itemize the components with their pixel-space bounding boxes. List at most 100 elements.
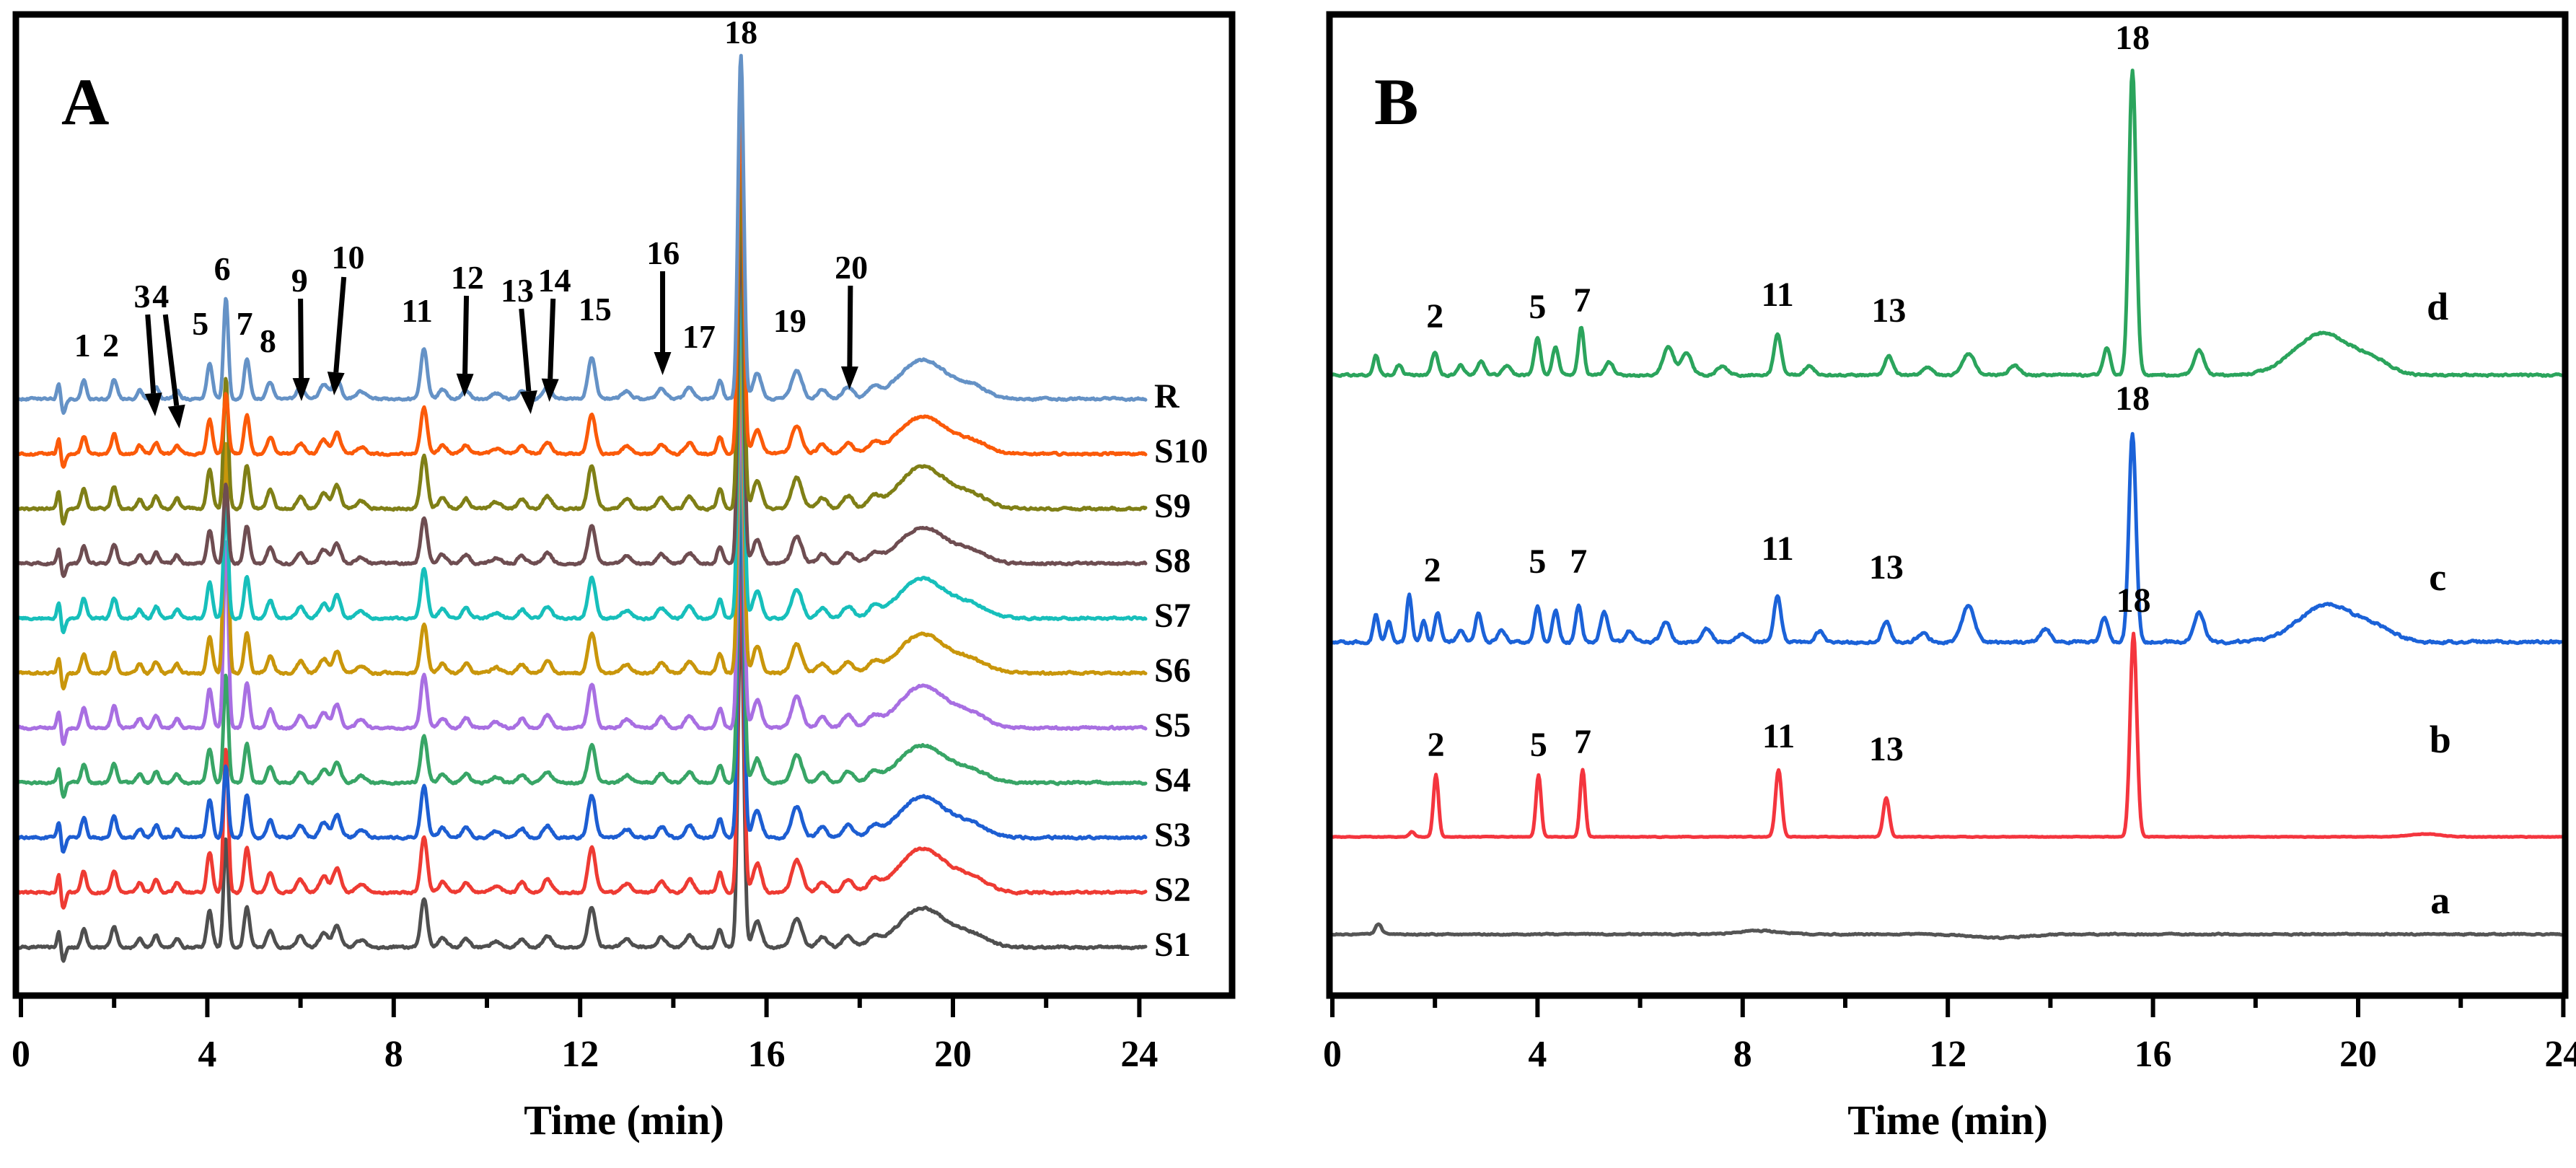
trace-s2 bbox=[17, 546, 1148, 910]
trace-label-s2: S2 bbox=[1154, 871, 1191, 909]
peak-label-b-c-11: 11 bbox=[1761, 530, 1793, 568]
peak-arrow-a-10-head bbox=[327, 372, 345, 395]
peak-label-b-b-5: 5 bbox=[1530, 726, 1547, 764]
peak-arrow-a-13-head bbox=[519, 390, 537, 414]
peak-label-a-6: 6 bbox=[214, 250, 231, 287]
trace-label-s9: S9 bbox=[1154, 487, 1191, 525]
peak-label-b-b-18: 18 bbox=[2116, 581, 2151, 620]
trace-s10 bbox=[17, 91, 1148, 469]
axes-layer: 0 4 8 12 16 20 24 0 4 8 12 16 20 24 bbox=[12, 11, 2576, 1075]
trace-label-s3: S3 bbox=[1154, 816, 1191, 854]
peak-label-a-12: 12 bbox=[451, 259, 484, 296]
x-axis-title-b: Time (min) bbox=[1847, 1097, 2048, 1143]
peak-label-b-c-2: 2 bbox=[1424, 551, 1441, 589]
peak-arrow-a-3-stem bbox=[145, 314, 157, 394]
trace-s4 bbox=[17, 436, 1148, 799]
tick-label-b-4: 4 bbox=[1528, 1034, 1547, 1075]
trace-s9 bbox=[17, 163, 1148, 526]
peak-label-a-15: 15 bbox=[579, 291, 612, 328]
peak-label-b-d-5: 5 bbox=[1529, 288, 1546, 326]
tick-label-b-20: 20 bbox=[2339, 1034, 2377, 1075]
peak-label-b-b-7: 7 bbox=[1574, 723, 1591, 761]
trace-b bbox=[1330, 631, 2564, 840]
peak-label-a-2: 2 bbox=[102, 327, 119, 364]
peak-label-a-5: 5 bbox=[192, 305, 208, 342]
peak-label-b-d-7: 7 bbox=[1573, 281, 1591, 320]
tick-label-b-24: 24 bbox=[2544, 1034, 2576, 1075]
peak-label-a-4: 4 bbox=[152, 278, 169, 315]
trace-label-s10: S10 bbox=[1154, 432, 1208, 470]
peak-arrow-a-4-head bbox=[167, 404, 185, 429]
tick-label-a-16: 16 bbox=[748, 1034, 786, 1075]
peak-label-a-1: 1 bbox=[74, 327, 91, 364]
peak-label-a-9: 9 bbox=[291, 262, 308, 299]
trace-s7 bbox=[17, 272, 1148, 635]
peak-label-a-7: 7 bbox=[237, 305, 253, 342]
trace-r bbox=[17, 53, 1148, 415]
peak-label-b-c-5: 5 bbox=[1529, 543, 1546, 581]
panel-border-b bbox=[1326, 11, 2569, 999]
trace-label-s7: S7 bbox=[1154, 597, 1191, 635]
peak-arrow-a-9-head bbox=[292, 377, 310, 401]
tick-label-b-16: 16 bbox=[2135, 1034, 2172, 1075]
peak-arrow-a-9-stem bbox=[298, 298, 304, 379]
tick-label-a-20: 20 bbox=[934, 1034, 972, 1075]
peak-arrow-a-20-head bbox=[840, 366, 858, 390]
peak-label-b-b-2: 2 bbox=[1428, 726, 1445, 764]
peak-label-a-20: 20 bbox=[835, 249, 868, 286]
trace-d bbox=[1330, 69, 2564, 379]
trace-s3 bbox=[17, 491, 1148, 854]
peak-label-b-b-13: 13 bbox=[1869, 730, 1904, 768]
trace-s8 bbox=[17, 216, 1148, 579]
peak-arrow-a-13-stem bbox=[519, 308, 532, 392]
trace-label-r: R bbox=[1154, 377, 1180, 416]
trace-label-s8: S8 bbox=[1154, 542, 1191, 580]
peak-label-a-18: 18 bbox=[724, 14, 757, 51]
peak-label-a-19: 19 bbox=[773, 302, 806, 339]
tick-label-b-8: 8 bbox=[1733, 1034, 1752, 1075]
peak-arrow-a-12-stem bbox=[462, 295, 470, 374]
tick-label-a-24: 24 bbox=[1120, 1034, 1158, 1075]
trace-label-b: b bbox=[2430, 718, 2451, 761]
tick-label-a-0: 0 bbox=[12, 1034, 30, 1075]
trace-label-s5: S5 bbox=[1154, 706, 1191, 745]
peak-label-b-d-11: 11 bbox=[1761, 276, 1793, 314]
trace-s5 bbox=[17, 382, 1148, 746]
peak-label-a-8: 8 bbox=[260, 322, 276, 359]
tick-label-a-8: 8 bbox=[384, 1034, 403, 1075]
tick-label-a-12: 12 bbox=[561, 1034, 599, 1075]
peak-label-a-17: 17 bbox=[682, 318, 716, 355]
trace-label-d: d bbox=[2427, 285, 2448, 328]
peak-arrow-a-16-head bbox=[654, 352, 672, 375]
peak-arrow-a-14-stem bbox=[548, 298, 556, 379]
peak-arrow-a-3-head bbox=[144, 392, 162, 416]
peak-arrow-a-14-head bbox=[541, 378, 559, 402]
peak-arrow-a-4-stem bbox=[162, 314, 180, 406]
trace-c bbox=[1330, 431, 2564, 646]
peak-label-a-16: 16 bbox=[646, 234, 680, 271]
peak-label-a-13: 13 bbox=[501, 272, 534, 309]
panel-letter-b: B bbox=[1374, 65, 1418, 139]
peak-label-b-c-13: 13 bbox=[1869, 548, 1904, 587]
tick-label-a-4: 4 bbox=[198, 1034, 216, 1075]
peak-arrow-a-10-stem bbox=[333, 276, 347, 373]
peak-label-b-b-11: 11 bbox=[1762, 717, 1795, 755]
peak-label-b-d-2: 2 bbox=[1426, 297, 1443, 335]
panel-letter-a: A bbox=[61, 65, 109, 139]
tick-label-b-12: 12 bbox=[1929, 1034, 1966, 1075]
x-axis-title-a: Time (min) bbox=[524, 1097, 724, 1143]
peak-label-b-c-7: 7 bbox=[1570, 543, 1587, 581]
panel-border-a bbox=[12, 11, 1236, 999]
trace-a bbox=[1330, 922, 2564, 941]
tick-label-b-0: 0 bbox=[1323, 1034, 1342, 1075]
peak-label-a-10: 10 bbox=[331, 239, 364, 276]
trace-label-c: c bbox=[2429, 556, 2446, 599]
peak-label-b-c-18: 18 bbox=[2115, 379, 2150, 418]
trace-s1 bbox=[17, 601, 1148, 963]
peak-label-a-14: 14 bbox=[538, 262, 571, 299]
peak-label-a-3: 3 bbox=[133, 278, 150, 315]
peak-label-b-d-18: 18 bbox=[2115, 19, 2150, 57]
